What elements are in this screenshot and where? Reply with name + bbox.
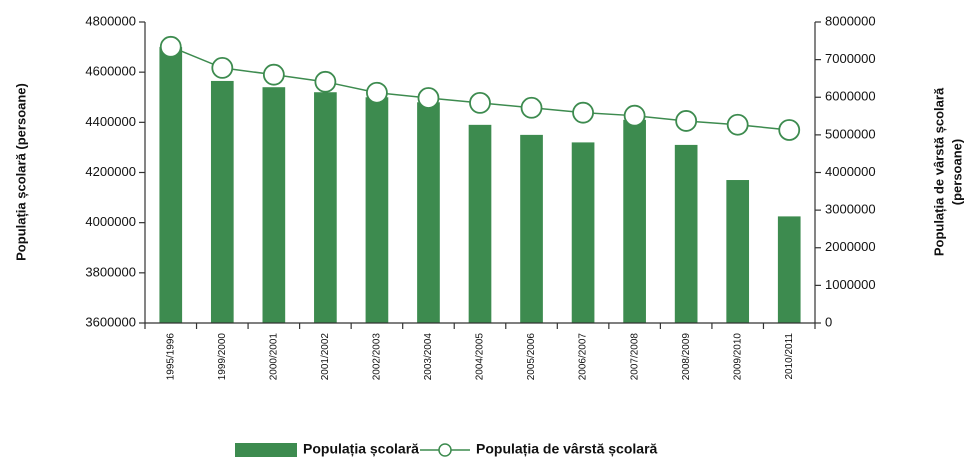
y2-axis-label: (persoane) [949, 139, 964, 205]
line-marker [211, 57, 234, 79]
legend-swatch [235, 443, 297, 457]
line-marker [520, 96, 543, 119]
y2-axis-label: Populația de vârstă școlară [931, 87, 946, 256]
y2-tick-label: 8000000 [825, 13, 876, 28]
y-axis-label: Populația școlară (persoane) [13, 83, 28, 261]
legend-label: Populația școlară [303, 441, 419, 457]
line-marker [469, 91, 491, 114]
y2-tick-label: 7000000 [825, 51, 876, 66]
x-tick-label: 2003/2004 [423, 333, 434, 381]
y2-tick-label: 1000000 [825, 277, 876, 292]
bar [314, 92, 337, 323]
x-tick-label: 2006/2007 [578, 333, 589, 381]
y2-tick-label: 4000000 [825, 164, 876, 179]
bar [262, 87, 286, 323]
y-tick-label: 3600000 [85, 314, 136, 329]
bar [210, 80, 234, 323]
y2-tick-label: 6000000 [825, 89, 876, 104]
legend-label: Populația de vârstă școlară [476, 441, 658, 457]
x-tick-label: 2000/2001 [268, 333, 279, 381]
bar [571, 142, 595, 323]
line-marker [726, 113, 749, 136]
x-tick-label: 2005/2006 [526, 333, 537, 381]
x-tick-label: 2008/2009 [681, 333, 692, 381]
legend-swatch [438, 443, 452, 457]
x-tick-label: 2004/2005 [475, 333, 486, 381]
bar [777, 216, 801, 323]
x-tick-label: 2010/2011 [784, 333, 795, 380]
y2-tick-label: 3000000 [825, 202, 876, 217]
y-tick-label: 4000000 [85, 214, 136, 229]
x-tick-label: 1995/1996 [165, 333, 176, 381]
bar [417, 102, 440, 324]
bar [674, 144, 698, 323]
y-tick-label: 4200000 [85, 164, 136, 179]
y-tick-label: 4400000 [85, 114, 136, 129]
x-tick-label: 1999/2000 [217, 333, 228, 381]
bar [726, 180, 750, 323]
bar [159, 47, 183, 323]
bar [468, 124, 492, 323]
x-tick-label: 2001/2002 [320, 333, 331, 381]
line-marker [417, 87, 440, 109]
bar [623, 119, 646, 323]
line-marker [778, 119, 801, 141]
bar [520, 134, 543, 323]
line-marker [159, 35, 182, 58]
x-tick-label: 2002/2003 [372, 333, 383, 381]
line-marker [314, 70, 337, 93]
line-marker [572, 101, 594, 124]
y2-tick-label: 2000000 [825, 239, 876, 254]
x-tick-label: 2007/2008 [629, 333, 640, 381]
y-tick-label: 4600000 [85, 64, 136, 79]
line-marker [675, 110, 698, 132]
x-tick-label: 2009/2010 [732, 333, 743, 381]
bar [365, 97, 389, 323]
y2-tick-label: 5000000 [825, 126, 876, 141]
y-tick-label: 3800000 [85, 264, 136, 279]
line-marker [623, 104, 646, 127]
line-marker [262, 63, 285, 86]
y-tick-label: 4800000 [85, 13, 136, 28]
line-marker [366, 81, 388, 104]
y2-tick-label: 0 [825, 314, 832, 329]
